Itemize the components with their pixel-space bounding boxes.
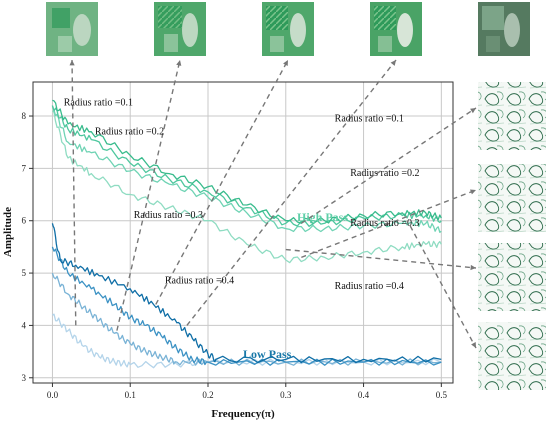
high-pass-label: High Pass: [297, 210, 348, 224]
ticks: 0.0 0.1 0.2 0.3 0.4 0.5 3 4 5 6 7 8: [22, 111, 448, 400]
arrow-low-4: [186, 59, 397, 326]
arrow-high-3-head: [470, 264, 476, 271]
arrow-low-3: [155, 59, 289, 305]
arrow-high-2-head: [470, 189, 476, 195]
y-tick-label: 6: [22, 216, 27, 226]
x-tick-label: 0.5: [436, 390, 448, 400]
low-pass-label: Low Pass: [243, 347, 292, 361]
series-line-high-4: [52, 99, 442, 225]
arrows: [69, 59, 477, 349]
series-line-high-3: [51, 105, 442, 227]
x-axis-label: Frequency(π): [211, 408, 275, 420]
x-tick-label: 0.3: [280, 390, 292, 400]
low-pass-thumbnails: [46, 2, 530, 56]
y-tick-label: 4: [22, 320, 27, 330]
annotation-low-4: Radius ratio =0.4: [165, 276, 234, 287]
thumbnail-low-0.2: [154, 2, 206, 56]
annotation-low-2: Radius ratio =0.2: [95, 126, 164, 137]
thumbnail-low-0.1: [46, 2, 98, 56]
arrow-low-2-head: [176, 60, 182, 66]
arrow-high-3: [285, 248, 477, 269]
series-line-high-1: [51, 110, 442, 264]
series-layer: [51, 99, 442, 369]
grid: [33, 82, 453, 383]
annotation-high-2: Radius ratio =0.2: [350, 168, 419, 179]
plot-frame: [32, 81, 454, 384]
y-tick-label: 3: [22, 373, 27, 383]
x-tick-label: 0.2: [202, 390, 213, 400]
annotation-high-1: Radius ratio =0.1: [335, 113, 404, 124]
thumbnail-original: [478, 2, 530, 56]
series-line-high-2: [51, 105, 442, 233]
series-line-low-3: [51, 246, 442, 366]
x-tick-label: 0.4: [358, 390, 370, 400]
plot-area: [33, 82, 453, 383]
annotation-low-1: Radius ratio =0.1: [64, 98, 133, 109]
thumbnail-high-0.2: [478, 164, 546, 232]
arrow-high-1: [300, 107, 477, 224]
x-tick-label: 0.0: [47, 390, 59, 400]
thumbnail-high-0.4: [478, 322, 546, 390]
annotations: Radius ratio =0.1 Radius ratio =0.2 Radius…: [64, 98, 420, 292]
arrow-low-2: [116, 59, 181, 331]
arrow-low-1-head: [69, 60, 75, 66]
arrow-high-1-head: [470, 108, 476, 114]
arrow-low-4-head: [390, 60, 396, 66]
annotation-high-3: Radius ratio =0.3: [350, 218, 419, 229]
thumbnail-high-0.3: [478, 243, 546, 311]
y-tick-label: 5: [22, 268, 27, 278]
thumbnail-high-0.1: [478, 82, 546, 150]
series-line-low-1: [52, 313, 442, 369]
high-pass-thumbnails: [478, 82, 546, 390]
arrow-low-3-head: [283, 60, 288, 66]
arrow-high-4-head: [471, 342, 476, 348]
thumbnail-low-0.4: [370, 2, 422, 56]
arrow-high-2: [301, 189, 477, 259]
y-tick-label: 8: [22, 111, 27, 121]
x-tick-label: 0.1: [125, 390, 136, 400]
annotation-high-4: Radius ratio =0.4: [335, 281, 404, 292]
y-tick-label: 7: [22, 163, 27, 173]
annotation-low-3: Radius ratio =0.3: [134, 210, 203, 221]
series-line-low-4: [51, 223, 442, 364]
y-axis-label: Amplitude: [2, 207, 14, 257]
thumbnail-low-0.3: [262, 2, 314, 56]
